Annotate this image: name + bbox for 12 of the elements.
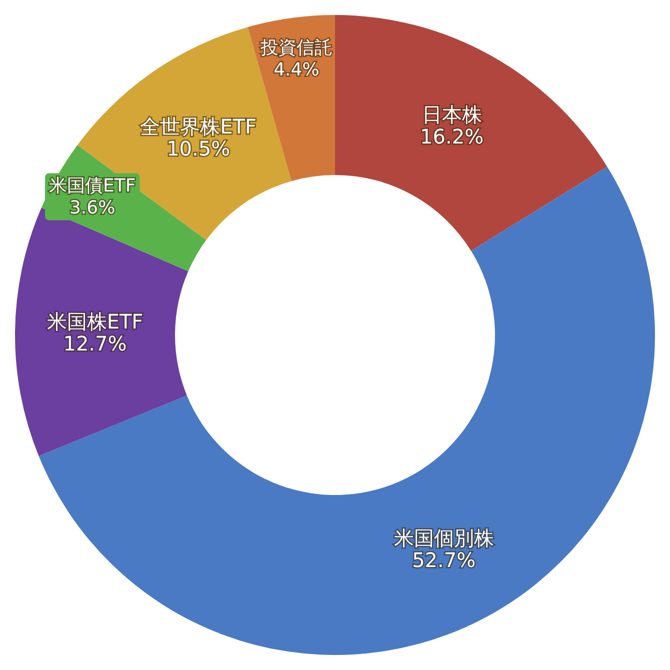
data-label: 10.5% [166, 136, 230, 161]
slice-label: 米国株ETF [46, 309, 144, 334]
slice-label: 投資信託 [259, 38, 332, 59]
slice-label: 米国個別株 [394, 526, 494, 550]
data-label: 12.7% [63, 331, 127, 356]
slice-label: 全世界株ETF [140, 114, 257, 139]
slice-label: 日本株 [422, 102, 482, 126]
slice-label: 米国債ETF [49, 175, 136, 196]
data-label: 3.6% [70, 197, 116, 218]
data-label: 16.2% [420, 124, 484, 148]
data-label: 4.4% [274, 60, 320, 81]
data-label: 52.7% [412, 548, 476, 572]
